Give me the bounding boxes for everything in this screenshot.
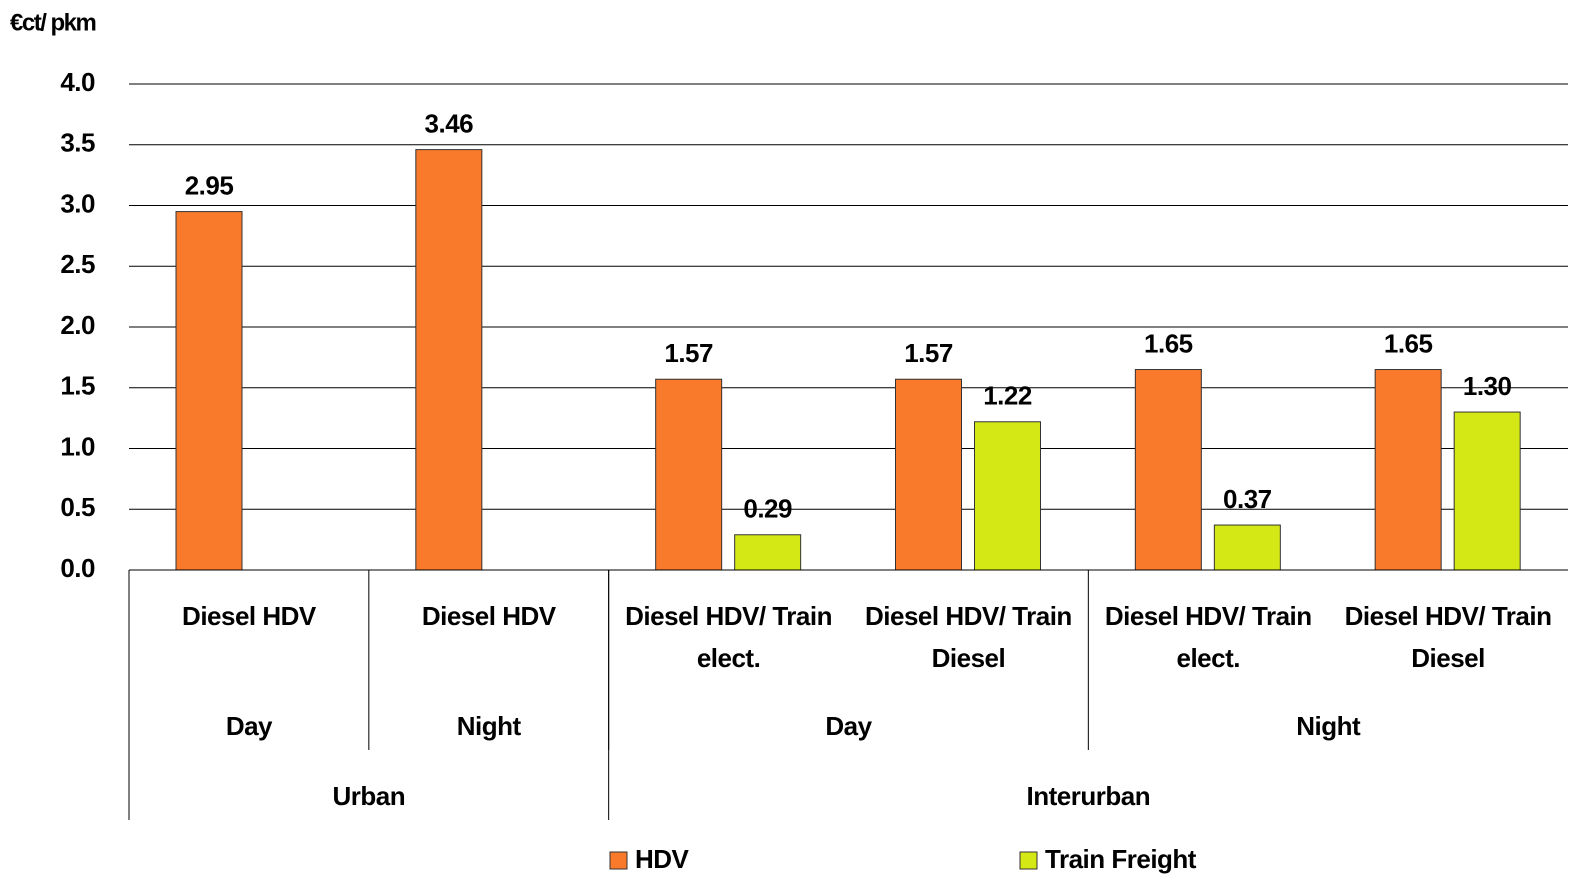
bar (1453, 411, 1521, 571)
group-label: Day (225, 711, 273, 741)
y-tick-label: 0.0 (60, 553, 95, 583)
x-tick-label: Diesel HDV (421, 601, 556, 631)
y-tick-label: 4.0 (60, 67, 95, 97)
data-label: 1.30 (1463, 371, 1512, 401)
group-label: Night (1296, 711, 1361, 741)
data-label: 1.57 (904, 338, 953, 368)
x-tick-label: Diesel HDV (182, 601, 316, 631)
bar (1213, 524, 1281, 571)
bar (1374, 369, 1442, 571)
group-label: Night (456, 711, 521, 741)
data-label: 1.22 (983, 381, 1032, 411)
bar (734, 534, 802, 571)
legend-label: Train Freight (1045, 844, 1197, 874)
y-tick-label: 1.5 (60, 371, 95, 401)
data-label: 3.46 (425, 108, 474, 138)
group-label: Interurban (1026, 781, 1151, 811)
data-label: 2.95 (185, 170, 234, 200)
y-axis-label: €ct/ pkm (10, 9, 96, 36)
bar (415, 149, 483, 571)
x-tick-label: Diesel HDV/ Train elect. (625, 601, 832, 673)
legend-swatch (609, 851, 628, 870)
y-tick-label: 0.5 (60, 492, 95, 522)
bar (655, 378, 723, 571)
bar (175, 211, 243, 571)
data-label: 1.57 (664, 338, 713, 368)
data-label: 1.65 (1384, 328, 1433, 358)
x-tick-label: Diesel HDV/ Train Diesel (1344, 601, 1552, 673)
x-tick-label: Diesel HDV/ Train Diesel (865, 601, 1072, 673)
y-tick-label: 3.5 (60, 128, 95, 158)
group-label: Urban (332, 781, 406, 811)
group-label: Day (825, 711, 872, 741)
bar (974, 421, 1041, 571)
legend-swatch (1019, 851, 1038, 870)
y-tick-label: 3.0 (60, 188, 95, 218)
x-tick-label: Diesel HDV/ Train elect. (1104, 601, 1312, 673)
data-label: 1.65 (1144, 328, 1193, 358)
y-tick-label: 1.0 (60, 431, 95, 461)
data-label: 0.37 (1223, 484, 1272, 514)
data-label: 0.29 (743, 494, 792, 524)
bar (1134, 369, 1202, 571)
legend-label: HDV (635, 844, 690, 874)
y-tick-label: 2.0 (60, 310, 95, 340)
y-tick-label: 2.5 (60, 249, 95, 279)
bar (895, 378, 962, 571)
